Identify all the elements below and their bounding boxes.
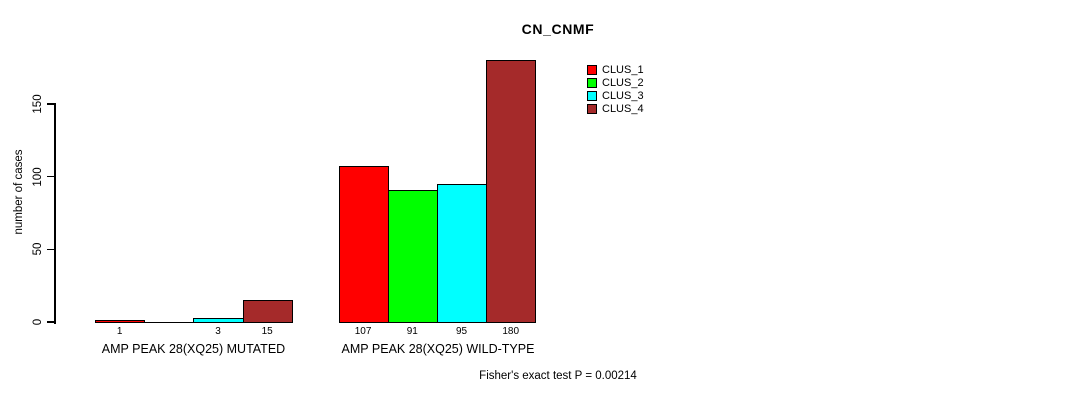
legend: CLUS_1 CLUS_2 CLUS_3 CLUS_4 <box>587 63 644 115</box>
legend-row: CLUS_1 <box>587 63 644 76</box>
y-tick-label: 0 <box>32 318 44 326</box>
bar <box>193 317 244 323</box>
bar-value-label: 107 <box>354 326 372 337</box>
bar <box>242 300 293 323</box>
bar-value-label: 95 <box>455 326 468 337</box>
legend-row: CLUS_2 <box>587 76 644 89</box>
legend-label: CLUS_3 <box>602 89 644 102</box>
y-tick-label: 100 <box>32 166 44 187</box>
legend-row: CLUS_3 <box>587 89 644 102</box>
legend-swatch <box>587 103 597 114</box>
bar-value-label: 3 <box>215 326 221 337</box>
group-label-mutated: AMP PEAK 28(XQ25) MUTATED <box>101 342 286 356</box>
bar-value-label: 91 <box>406 326 418 337</box>
bar-value-label: 15 <box>261 326 273 337</box>
bar-value-label: 1 <box>116 326 123 337</box>
y-tick <box>47 321 54 323</box>
legend-row: CLUS_4 <box>587 102 644 115</box>
legend-swatch <box>587 77 597 88</box>
fisher-test-annotation: Fisher's exact test P = 0.00214 <box>479 370 637 382</box>
y-axis-line <box>54 103 56 324</box>
bar <box>338 166 389 323</box>
y-axis-label: number of cases <box>13 149 25 235</box>
chart-title: CN_CNMF <box>521 21 595 37</box>
legend-swatch <box>587 64 597 75</box>
group-label-wild-type: AMP PEAK 28(XQ25) WILD-TYPE <box>341 342 535 356</box>
y-tick-label: 150 <box>32 94 44 114</box>
legend-label: CLUS_4 <box>602 102 644 115</box>
bar <box>486 60 537 323</box>
legend-label: CLUS_1 <box>602 63 644 76</box>
bar-zero-line <box>144 322 195 323</box>
bar <box>436 183 488 323</box>
y-tick <box>47 248 54 250</box>
bar <box>387 189 438 323</box>
y-tick-label: 50 <box>32 242 44 256</box>
bar-value-label: 180 <box>502 326 520 337</box>
y-tick <box>47 103 54 105</box>
legend-label: CLUS_2 <box>602 76 644 89</box>
y-tick <box>47 175 54 178</box>
legend-swatch <box>587 90 597 101</box>
bar <box>95 320 146 323</box>
